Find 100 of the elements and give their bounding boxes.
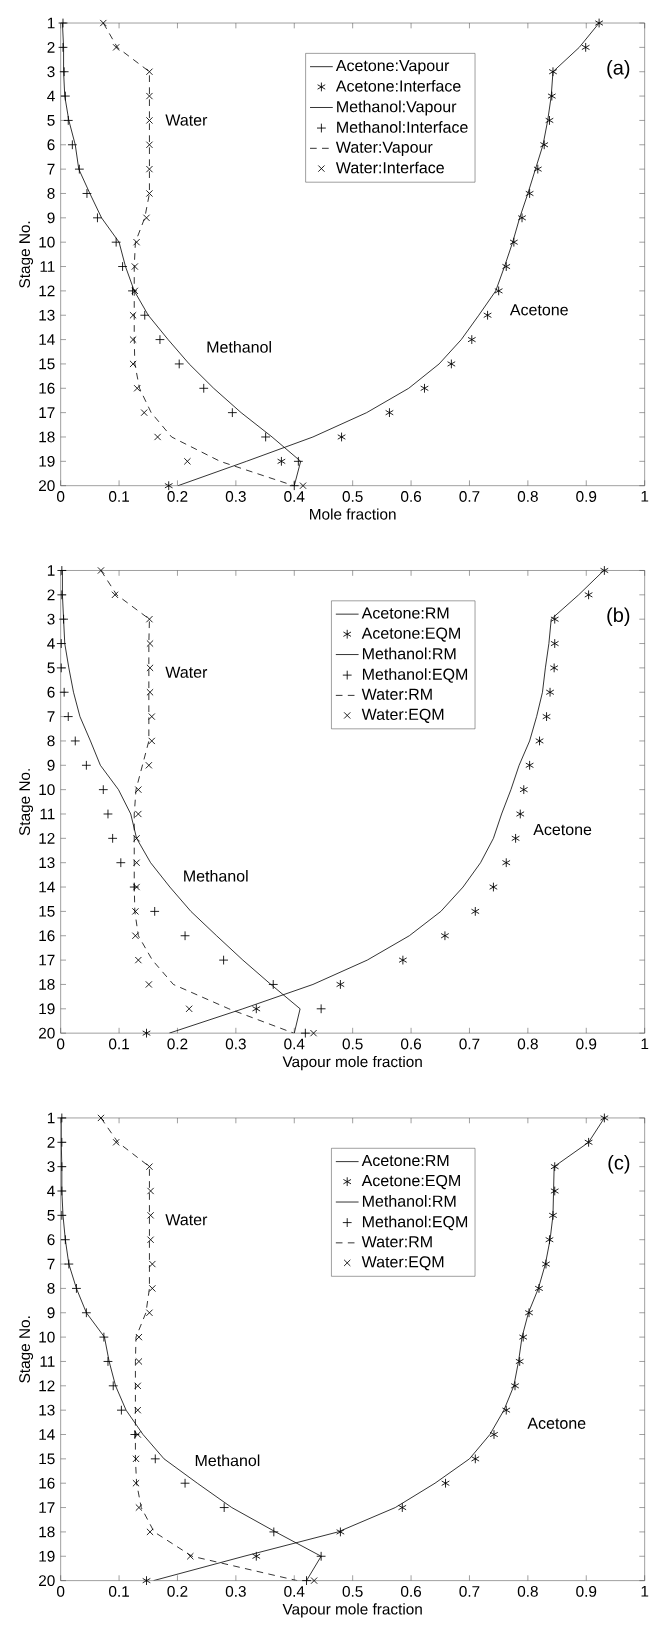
y-tick-label: 10 xyxy=(39,236,55,248)
point xyxy=(515,1356,524,1367)
x-tick-label: 0.7 xyxy=(459,1038,480,1050)
point xyxy=(300,1028,311,1038)
point xyxy=(483,310,492,321)
y-tick-label: 19 xyxy=(39,1003,55,1015)
point xyxy=(58,614,69,625)
x-tick-label: 0.1 xyxy=(109,1585,129,1597)
legend-label: Methanol:EQM xyxy=(362,1215,468,1231)
point xyxy=(198,383,209,394)
point xyxy=(148,1284,156,1292)
y-tick-label: 4 xyxy=(47,90,55,102)
legend-label: Acetone:RM xyxy=(361,607,449,619)
point xyxy=(548,1210,558,1221)
point xyxy=(129,882,140,892)
y-tick-label: 4 xyxy=(47,1185,55,1197)
point xyxy=(545,115,554,126)
point xyxy=(148,737,156,745)
y-tick-label: 16 xyxy=(39,930,55,942)
point xyxy=(501,857,511,868)
point xyxy=(56,1113,67,1123)
point xyxy=(97,566,105,575)
point xyxy=(134,786,142,794)
point xyxy=(525,760,534,771)
point xyxy=(56,565,67,576)
legend-label: Water:RM xyxy=(361,1236,432,1248)
point xyxy=(268,1527,279,1537)
y-axis-title: Stage No. xyxy=(19,221,34,288)
point xyxy=(134,1430,142,1439)
point xyxy=(142,1028,151,1038)
point xyxy=(147,1211,155,1219)
y-axis-title: Stage No. xyxy=(19,1316,34,1383)
point xyxy=(541,1259,551,1269)
x-tick-label: 0.5 xyxy=(342,1038,363,1050)
legend-label: Water:Vapour xyxy=(335,141,433,156)
x-tick-label: 0.7 xyxy=(459,491,480,502)
point xyxy=(148,713,156,721)
point xyxy=(337,432,346,442)
point xyxy=(131,932,139,940)
legend-label: Water:EQM xyxy=(361,708,444,723)
y-tick-label: 18 xyxy=(39,979,55,990)
y-tick-label: 20 xyxy=(38,480,55,492)
point xyxy=(99,1332,109,1342)
x-tick-label: 0 xyxy=(56,1038,65,1050)
annotation: Methanol xyxy=(184,869,248,882)
point xyxy=(134,1406,142,1414)
point xyxy=(268,979,279,990)
x-tick-label: 1 xyxy=(641,1038,649,1050)
point xyxy=(56,1161,67,1172)
point xyxy=(145,141,153,149)
y-tick-label: 15 xyxy=(39,358,55,370)
point xyxy=(155,334,165,345)
point xyxy=(97,1114,105,1122)
point xyxy=(111,591,119,599)
point xyxy=(135,1504,143,1512)
x-tick-label: 0.1 xyxy=(109,491,129,502)
text: (c) xyxy=(608,1154,630,1174)
point xyxy=(310,1577,318,1585)
y-tick-label: 8 xyxy=(47,188,55,199)
point xyxy=(145,1309,153,1317)
point xyxy=(524,1307,534,1318)
point xyxy=(145,615,153,623)
point xyxy=(293,456,304,467)
point xyxy=(316,1003,326,1014)
point xyxy=(183,457,191,465)
y-tick-label: 9 xyxy=(47,1307,55,1319)
point xyxy=(252,1551,261,1562)
x-tick-label: 0.8 xyxy=(517,1585,538,1597)
point xyxy=(59,687,69,698)
point xyxy=(145,165,153,173)
y-axis-title: Stage No. xyxy=(19,769,34,836)
annotation: Water xyxy=(165,114,208,126)
legend-label: Water:EQM xyxy=(361,1256,444,1271)
point xyxy=(336,1527,345,1537)
x-tick-label: 0.7 xyxy=(459,1585,480,1597)
y-tick-label: 4 xyxy=(47,638,55,649)
point xyxy=(299,482,307,490)
point xyxy=(58,42,68,53)
point xyxy=(132,1479,140,1487)
y-tick-label: 19 xyxy=(39,455,55,467)
point xyxy=(103,809,113,819)
point xyxy=(533,164,543,174)
point xyxy=(550,614,559,625)
y-tick-label: 15 xyxy=(39,1453,55,1465)
point xyxy=(147,1187,155,1195)
point xyxy=(67,139,78,150)
point xyxy=(112,43,120,51)
point xyxy=(133,859,141,867)
point xyxy=(63,711,74,722)
x-tick-label: 1 xyxy=(641,1586,649,1597)
point xyxy=(107,833,118,844)
point xyxy=(252,1003,261,1014)
point xyxy=(146,664,154,672)
annotation: Acetone xyxy=(527,1417,586,1429)
point xyxy=(63,1259,74,1269)
y-tick-label: 2 xyxy=(47,42,55,53)
annotation: Methanol xyxy=(195,1454,260,1467)
point xyxy=(63,115,74,126)
point xyxy=(127,286,138,296)
y-tick-label: 12 xyxy=(39,832,55,844)
